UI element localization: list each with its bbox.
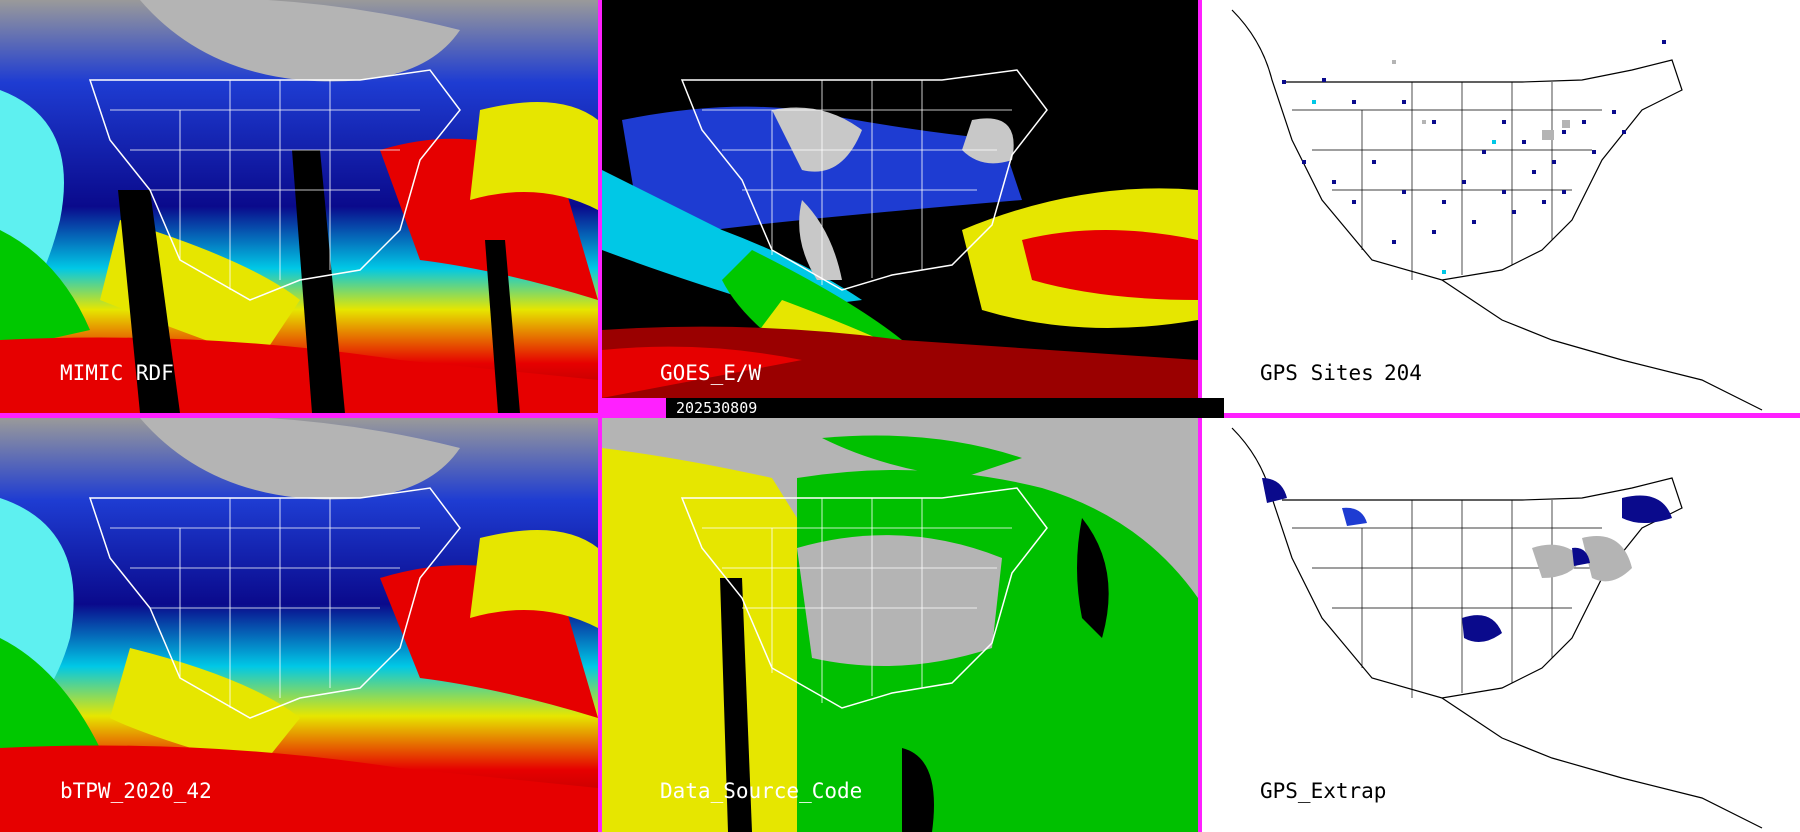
btpw-map-image	[0, 418, 598, 832]
map-panel-goes: GOES_E/W	[602, 0, 1198, 398]
map-panel-data-source-code: Data_Source_Code	[602, 418, 1198, 832]
map-panel-gps-sites: GPS Sites 204	[1202, 0, 1800, 413]
gps-sites-map-image	[1202, 0, 1800, 413]
timestamp-bar: 202530809	[666, 398, 1224, 418]
tpw-map-image	[0, 0, 598, 413]
map-panel-btpw: bTPW_2020_42	[0, 418, 598, 832]
panel-label-data-source: Data_Source_Code	[660, 779, 863, 803]
panel-label-gps-sites: GPS Sites	[1260, 361, 1374, 385]
data-source-map-image	[602, 418, 1198, 832]
goes-map-image	[602, 0, 1198, 398]
panel-label-mimic: MIMIC RDF	[60, 361, 174, 385]
panel-label-btpw: bTPW_2020_42	[60, 779, 212, 803]
gps-extrap-map-image	[1202, 418, 1800, 832]
panel-label-gps-extrap: GPS_Extrap	[1260, 779, 1387, 803]
panel-label-goes: GOES_E/W	[660, 361, 762, 385]
gps-site-count: 204	[1384, 361, 1422, 385]
map-panel-mimic-rdf: MIMIC RDF	[0, 0, 598, 413]
map-panel-gps-extrap: GPS_Extrap	[1202, 418, 1800, 832]
